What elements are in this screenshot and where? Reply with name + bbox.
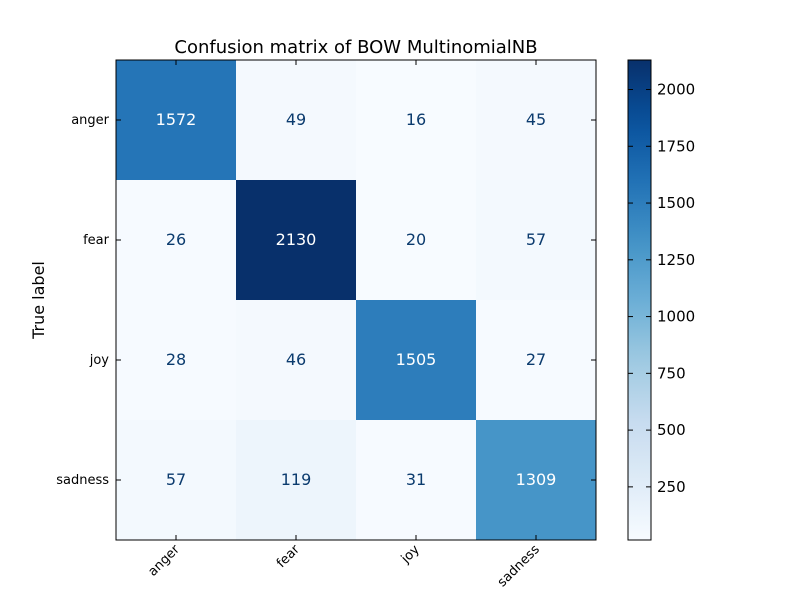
cell-value-label: 16 (406, 110, 426, 129)
heatmap-cell (356, 420, 476, 540)
heatmap-area: 1572 49 16 45 26 2130 20 57 28 46 1505 27 57 119 31 130… (56, 59, 597, 590)
heatmap-cell (476, 300, 596, 420)
y-tick-label: anger (71, 113, 109, 128)
colorbar-tick-label: 1250 (657, 251, 695, 269)
y-tick-label: fear (83, 233, 110, 248)
heatmap-cell (236, 180, 356, 300)
heatmap-cell (356, 180, 476, 300)
chart-title: Confusion matrix of BOW MultinomialNB (174, 37, 537, 58)
colorbar-tick-label: 250 (657, 478, 686, 496)
cell-value-label: 26 (166, 230, 186, 249)
colorbar-tick-label: 1500 (657, 194, 695, 212)
cell-value-label: 27 (526, 350, 546, 369)
cell-value-label: 2130 (276, 230, 317, 249)
x-tick-label: anger (145, 542, 183, 580)
plot-frame (115, 59, 597, 541)
cell-value-label: 45 (526, 110, 546, 129)
x-tick-label: fear (274, 542, 303, 571)
cell-value-label: 1572 (156, 110, 197, 129)
colorbar: 250 500 750 1000 1250 1500 1750 2000 (627, 59, 695, 541)
colorbar-tick-label: 500 (657, 421, 686, 439)
colorbar-tick-label: 2000 (657, 81, 695, 99)
cell-value-label: 20 (406, 230, 426, 249)
y-tick-label: joy (89, 353, 110, 368)
heatmap-cell (236, 420, 356, 540)
heatmap-cell (116, 60, 236, 180)
cell-value-label: 49 (286, 110, 306, 129)
heatmap-cell (116, 180, 236, 300)
cell-value-label: 1505 (396, 350, 437, 369)
heatmap-cell (236, 60, 356, 180)
heatmap-cell (236, 300, 356, 420)
colorbar-frame (627, 59, 652, 541)
x-tick-label: joy (398, 542, 423, 567)
heatmap-cell (116, 420, 236, 540)
cell-value-label: 46 (286, 350, 306, 369)
cell-value-label: 31 (406, 470, 426, 489)
heatmap-cell (476, 420, 596, 540)
cell-value-label: 57 (526, 230, 546, 249)
heatmap-cell (356, 60, 476, 180)
cell-value-label: 1309 (516, 470, 557, 489)
heatmap-cell (476, 60, 596, 180)
heatmap-cell (476, 180, 596, 300)
cell-value-label: 119 (281, 470, 312, 489)
cell-value-label: 57 (166, 470, 186, 489)
colorbar-gradient (628, 60, 651, 540)
y-tick-label: sadness (56, 473, 109, 488)
cell-value-label: 28 (166, 350, 186, 369)
y-axis-label: True label (29, 261, 48, 340)
heatmap-cell (356, 300, 476, 420)
colorbar-tick-label: 1000 (657, 308, 695, 326)
colorbar-tick-label: 750 (657, 364, 686, 382)
colorbar-tick-label: 1750 (657, 137, 695, 155)
x-tick-label: sadness (495, 542, 543, 590)
heatmap-cell (116, 300, 236, 420)
